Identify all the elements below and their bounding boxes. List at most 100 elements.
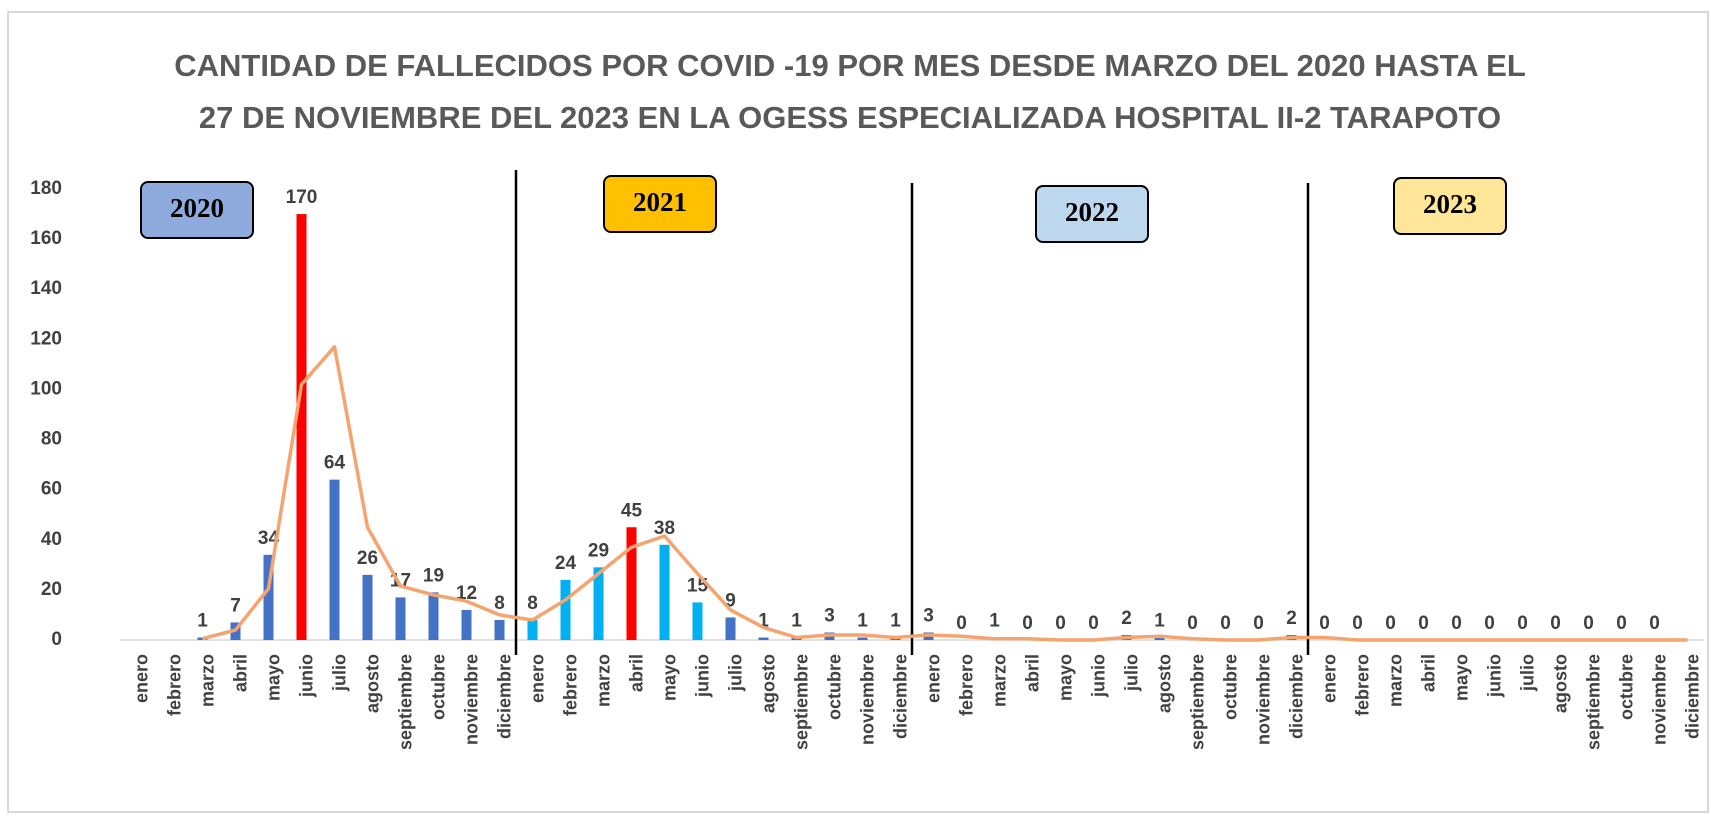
x-tick-label: junio [1088, 654, 1108, 698]
x-tick-label: febrero [560, 654, 580, 716]
x-tick-label: abril [626, 654, 646, 692]
x-tick-label: mayo [659, 654, 679, 701]
x-tick-label: enero [1319, 654, 1339, 703]
bar [296, 214, 307, 641]
data-label: 0 [1583, 613, 1594, 634]
y-tick-label: 140 [30, 278, 62, 299]
bar [461, 609, 472, 640]
data-label: 0 [1418, 613, 1429, 634]
x-tick-label: febrero [164, 654, 184, 716]
x-tick-label: septiembre [791, 654, 811, 750]
bar [593, 567, 604, 640]
data-label: 0 [1187, 613, 1198, 634]
bar [560, 579, 571, 640]
data-label: 9 [725, 590, 736, 611]
data-label: 0 [1220, 613, 1231, 634]
data-label: 24 [555, 553, 577, 574]
data-label: 0 [1550, 613, 1561, 634]
data-label: 8 [494, 593, 505, 614]
x-tick-label: julio [1517, 654, 1537, 692]
bar [725, 617, 736, 640]
data-label: 1 [758, 611, 769, 632]
x-tick-label: agosto [758, 654, 778, 713]
x-tick-label: mayo [263, 654, 283, 701]
data-label: 15 [687, 575, 709, 596]
bar [758, 637, 769, 640]
data-label: 1 [791, 611, 802, 632]
data-label: 8 [527, 593, 538, 614]
x-tick-label: octubre [428, 654, 448, 720]
x-tick-label: octubre [1220, 654, 1240, 720]
x-tick-label: octubre [1616, 654, 1636, 720]
data-label: 1 [989, 611, 1000, 632]
x-tick-label: marzo [1385, 654, 1405, 707]
data-label: 0 [1517, 613, 1528, 634]
x-tick-label: febrero [1352, 654, 1372, 716]
x-tick-label: enero [527, 654, 547, 703]
data-label: 38 [654, 518, 675, 539]
data-label: 3 [923, 605, 934, 626]
y-tick-label: 20 [41, 579, 62, 600]
data-label: 19 [423, 565, 444, 586]
data-label: 29 [588, 540, 609, 561]
bar [527, 619, 538, 640]
data-label: 0 [1022, 613, 1033, 634]
year-box [140, 181, 254, 239]
data-label: 7 [230, 595, 241, 616]
data-label: 0 [1088, 613, 1099, 634]
x-tick-label: agosto [1550, 654, 1570, 713]
data-label: 0 [956, 613, 967, 634]
x-tick-label: noviembre [1253, 654, 1273, 745]
x-tick-label: diciembre [1682, 654, 1702, 739]
bar [659, 544, 670, 640]
y-tick-label: 60 [41, 479, 62, 500]
x-tick-label: septiembre [1583, 654, 1603, 750]
y-tick-label: 40 [41, 529, 62, 550]
x-tick-label: mayo [1055, 654, 1075, 701]
x-tick-label: enero [923, 654, 943, 703]
x-tick-label: febrero [956, 654, 976, 716]
year-label: 2021 [633, 187, 687, 217]
data-label: 45 [621, 500, 643, 521]
x-tick-label: diciembre [1286, 654, 1306, 739]
data-label: 1 [197, 611, 208, 632]
data-label: 0 [1055, 613, 1066, 634]
trend-line [202, 345, 1688, 642]
x-tick-label: julio [329, 654, 349, 692]
x-tick-label: diciembre [890, 654, 910, 739]
year-label: 2022 [1065, 197, 1119, 227]
chart-title: CANTIDAD DE FALLECIDOS POR COVID -19 POR… [174, 48, 1526, 83]
data-label: 2 [1121, 608, 1132, 629]
bar [197, 637, 208, 640]
x-tick-label: julio [1121, 654, 1141, 692]
x-tick-label: junio [692, 654, 712, 698]
data-label: 2 [1286, 608, 1297, 629]
x-tick-label: abril [1418, 654, 1438, 692]
chart-title: 27 DE NOVIEMBRE DEL 2023 EN LA OGESS ESP… [199, 100, 1501, 135]
x-tick-label: septiembre [395, 654, 415, 750]
x-tick-label: enero [131, 654, 151, 703]
bar [362, 574, 373, 640]
x-tick-label: septiembre [1187, 654, 1207, 750]
x-tick-label: junio [296, 654, 316, 698]
data-label: 0 [1319, 613, 1330, 634]
data-label: 0 [1352, 613, 1363, 634]
y-tick-label: 0 [51, 629, 62, 650]
data-label: 0 [1385, 613, 1396, 634]
x-tick-label: julio [725, 654, 745, 692]
data-label: 64 [324, 453, 346, 474]
x-tick-label: mayo [1451, 654, 1471, 701]
bar [494, 619, 505, 640]
data-label: 1 [1154, 611, 1165, 632]
bar [626, 527, 637, 640]
bar [329, 479, 340, 640]
x-tick-label: noviembre [857, 654, 877, 745]
data-label: 3 [824, 605, 835, 626]
bar [395, 597, 406, 640]
x-tick-label: abril [1022, 654, 1042, 692]
year-label: 2023 [1423, 189, 1477, 219]
bar [692, 602, 703, 640]
x-tick-label: diciembre [494, 654, 514, 739]
x-tick-label: junio [1484, 654, 1504, 698]
